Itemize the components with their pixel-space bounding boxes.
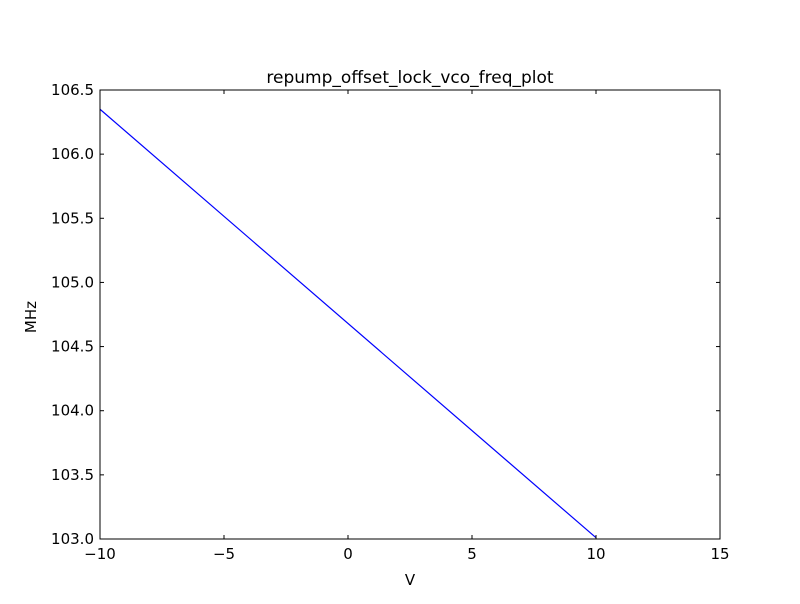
x-axis: −10 −5 0 5 10 15 <box>84 90 730 563</box>
x-tick-label: 0 <box>343 545 353 563</box>
y-axis-label: MHz <box>22 301 40 333</box>
y-tick-label: 103.5 <box>51 466 94 484</box>
chart-title: repump_offset_lock_vco_freq_plot <box>266 68 553 88</box>
series-line-0 <box>99 108 597 539</box>
y-tick-label: 105.5 <box>51 209 94 227</box>
y-tick-label: 104.5 <box>51 338 94 356</box>
x-tick-label: 5 <box>467 545 477 563</box>
x-tick-label: 10 <box>586 545 605 563</box>
x-tick-label: 15 <box>710 545 729 563</box>
y-tick-label: 106.0 <box>51 145 94 163</box>
plot-area <box>99 108 597 539</box>
y-tick-label: 104.0 <box>51 402 94 420</box>
x-tick-label: −5 <box>213 545 235 563</box>
axes-frame <box>99 89 721 540</box>
y-axis: 103.0 103.5 104.0 104.5 105.0 105.5 106.0 106.5 <box>51 81 720 548</box>
x-axis-label: V <box>405 571 416 589</box>
y-tick-label: 105.0 <box>51 273 94 291</box>
y-tick-label: 106.5 <box>51 81 94 99</box>
y-tick-label: 103.0 <box>51 530 94 548</box>
x-tick-label: −10 <box>84 545 116 563</box>
